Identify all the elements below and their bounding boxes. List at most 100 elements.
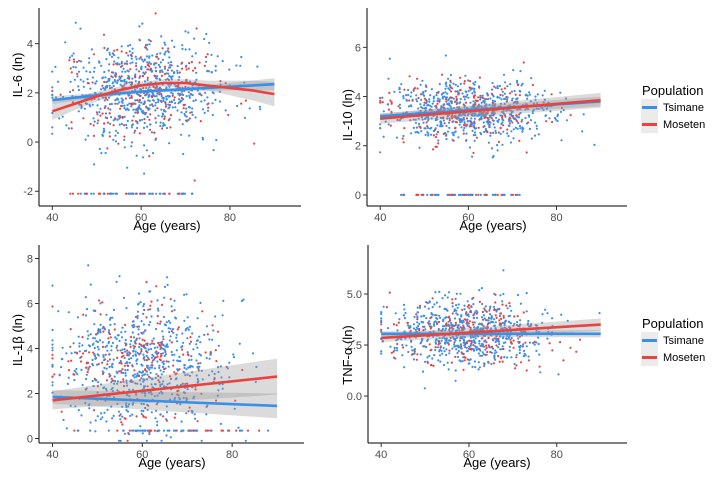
data-point-floor [168,429,171,432]
data-point [486,350,489,354]
data-point-floor [149,192,152,195]
data-point [427,307,430,310]
data-point [470,305,473,308]
data-point [473,139,476,142]
data-point [469,344,472,347]
data-point [147,348,150,351]
data-point [65,427,68,430]
data-point [499,323,502,326]
data-point [444,91,447,94]
data-point [140,350,143,353]
data-point [51,126,54,129]
data-point [437,320,441,324]
data-point [479,344,482,347]
data-point [123,432,127,435]
data-point [181,47,184,51]
data-point [80,103,83,107]
data-point-floor [71,192,75,195]
data-point [217,366,220,369]
data-point [423,101,426,104]
data-point [93,377,96,380]
data-point [508,124,511,127]
data-point [150,70,154,73]
data-point [440,117,443,120]
data-point [139,56,142,59]
data-point [455,98,458,101]
data-point [405,344,408,347]
data-point [432,134,435,137]
data-point [520,120,523,123]
data-point [432,330,435,333]
data-point [111,341,115,344]
data-point [421,107,424,110]
data-point [125,307,128,310]
data-point [402,141,405,144]
data-point [440,107,443,110]
data-point [150,383,153,386]
data-point [175,349,178,352]
legend-bottom: Population Tsimane Moseten [641,316,705,366]
data-point [167,66,171,69]
data-point [128,50,131,53]
data-point [429,104,432,107]
data-point [402,314,406,317]
data-point [466,114,469,117]
data-point [121,423,124,426]
data-point [188,94,191,97]
data-point [499,335,502,338]
data-point [410,105,413,108]
data-point [412,327,416,330]
data-point [141,118,144,121]
data-point [204,55,208,59]
data-point [77,110,80,113]
data-point [513,362,516,366]
data-point [466,340,469,343]
data-point [546,337,549,340]
data-point [436,124,439,127]
data-point [533,340,536,343]
data-point [85,308,89,311]
data-point [428,300,431,303]
data-point [82,352,85,355]
data-point [493,324,496,327]
data-point [192,69,195,72]
data-point [126,410,130,413]
data-point [143,356,146,359]
data-point [392,323,396,326]
data-point [200,100,203,103]
x-tick-label: 60 [136,449,148,461]
data-point [76,316,79,319]
data-point [474,366,477,369]
data-point [130,145,133,148]
data-point [137,70,141,73]
data-point [116,356,119,359]
data-point [160,74,164,77]
data-point [169,114,173,117]
data-point [168,56,171,59]
data-point [184,114,187,117]
data-point [412,126,415,129]
data-point [473,131,477,134]
data-point [415,100,419,103]
data-point-floor [182,429,185,432]
data-point [468,86,471,89]
data-point [473,83,476,86]
data-point [99,418,102,421]
legend-label-moseten: Moseten [663,119,705,131]
data-point [185,115,188,118]
data-point [137,303,140,306]
data-point [477,103,480,106]
x-tick-label: 60 [135,212,147,224]
data-point [155,373,158,376]
data-point [438,83,441,86]
data-point [562,359,565,362]
data-point [382,305,385,308]
data-point [154,417,157,420]
data-point [450,324,453,327]
data-point [156,424,159,427]
data-point [406,321,409,324]
data-point [524,108,527,111]
data-point-floor [163,192,166,195]
data-point [178,118,181,121]
data-point [492,119,495,122]
